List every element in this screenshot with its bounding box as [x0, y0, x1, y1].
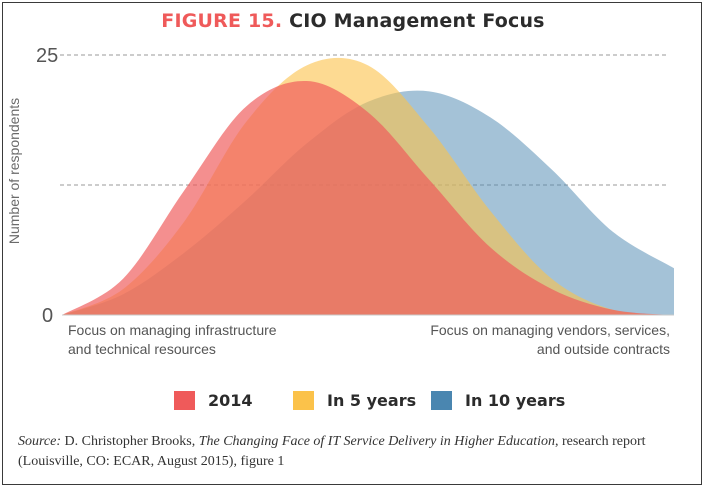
- source-note: Source: D. Christopher Brooks, The Chang…: [18, 432, 690, 472]
- legend-label-10-years: In 10 years: [465, 390, 566, 410]
- legend-item-2014: 2014: [174, 388, 253, 412]
- series-areas: [62, 57, 674, 316]
- legend: 2014 In 5 years In 10 years: [0, 388, 706, 412]
- source-work-title: The Changing Face of IT Service Delivery…: [198, 434, 555, 449]
- figure-frame: [2, 2, 702, 485]
- legend-swatch-2014: [174, 390, 195, 410]
- legend-item-5-years: In 5 years: [293, 388, 416, 412]
- figure-number: FIGURE 15.: [161, 10, 283, 32]
- y-axis-label: Number of respondents: [6, 97, 22, 245]
- legend-swatch-5-years: [293, 390, 314, 410]
- chart-title: FIGURE 15. CIO Management Focus: [0, 10, 706, 32]
- y-tick-label-0: 0: [42, 305, 54, 327]
- source-author: D. Christopher Brooks,: [61, 434, 199, 449]
- legend-swatch-10-years: [431, 390, 452, 410]
- source-prefix: Source:: [18, 434, 62, 449]
- legend-label-2014: 2014: [208, 390, 253, 410]
- source-details: , research report (Louisville, CO: ECAR,…: [18, 434, 646, 469]
- x-label-left: Focus on managing infrastructure and tec…: [68, 322, 277, 357]
- legend-label-5-years: In 5 years: [327, 390, 417, 410]
- figure-name: CIO Management Focus: [289, 10, 545, 32]
- area-series-2014: [62, 80, 674, 315]
- x-label-right: Focus on managing vendors, services, and…: [430, 322, 670, 357]
- y-tick-label-25: 25: [36, 45, 59, 67]
- legend-item-10-years: In 10 years: [431, 388, 565, 412]
